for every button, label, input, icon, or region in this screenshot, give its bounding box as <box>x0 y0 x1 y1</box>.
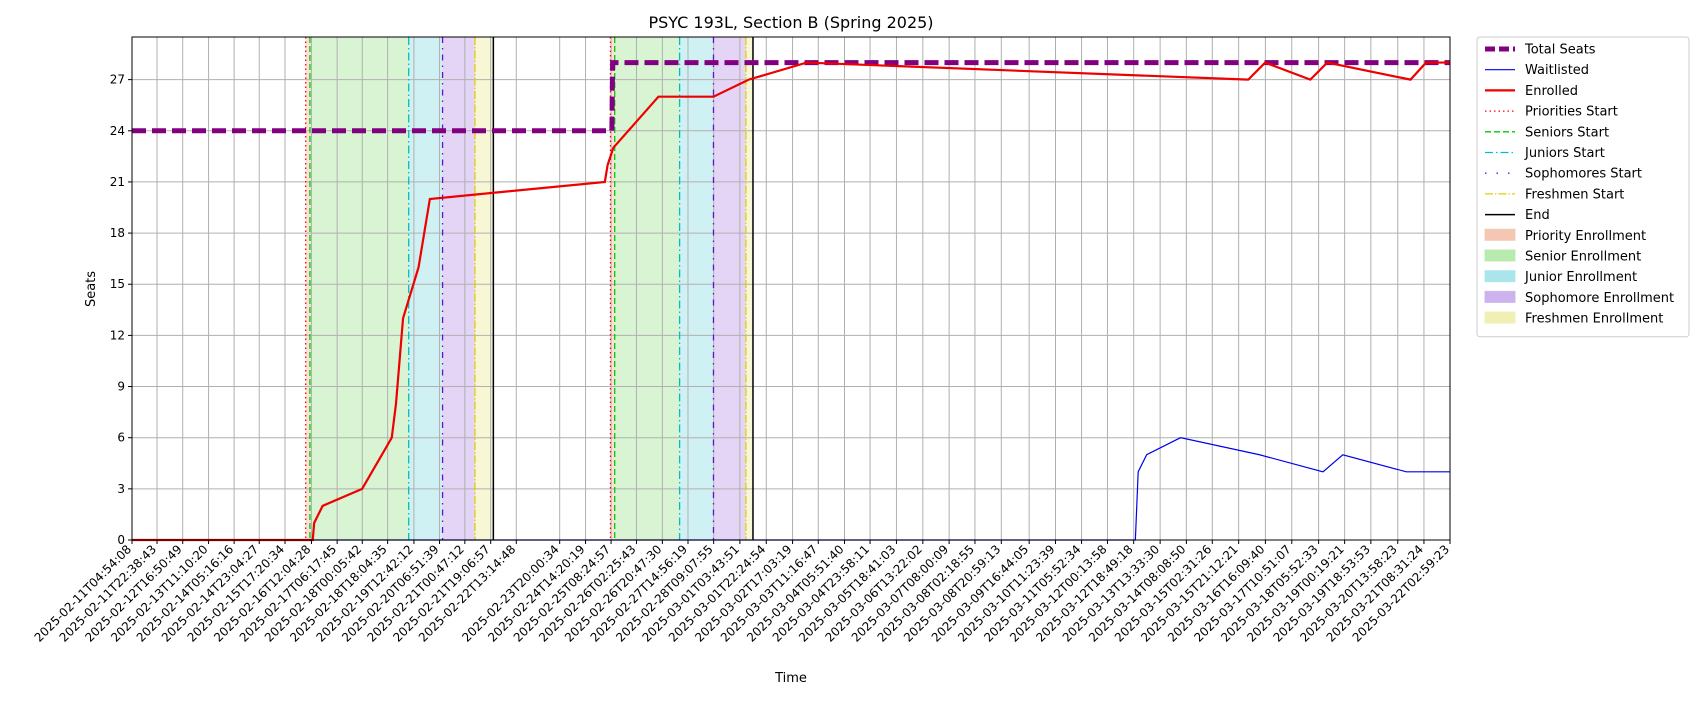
legend-label: Freshmen Start <box>1525 187 1624 202</box>
phase-markers <box>305 37 754 540</box>
phase-band <box>614 37 680 540</box>
phase-bands <box>305 37 753 540</box>
legend-box <box>1476 36 1690 338</box>
legend-label: Waitlisted <box>1525 63 1589 78</box>
phase-band <box>713 37 746 540</box>
y-tick-label: 27 <box>110 73 125 87</box>
y-tick-label: 6 <box>117 431 125 445</box>
x-axis-label: Time <box>774 671 807 686</box>
legend-label: Senior Enrollment <box>1525 250 1641 265</box>
legend-label: Priority Enrollment <box>1525 229 1646 244</box>
phase-band <box>442 37 476 540</box>
x-axis-ticks: 2025-02-11T04:54:082025-02-11T22:38:4320… <box>32 540 1452 645</box>
phase-band <box>305 37 310 540</box>
legend-swatch <box>1484 290 1516 303</box>
chart-title: PSYC 193L, Section B (Spring 2025) <box>648 13 933 32</box>
legend-swatch <box>1484 311 1516 324</box>
series-total-seats <box>132 60 1450 134</box>
series-lines <box>132 60 1450 542</box>
y-tick-label: 21 <box>110 175 125 189</box>
y-axis-label: Seats <box>84 271 99 307</box>
legend-label: Enrolled <box>1525 84 1578 99</box>
legend-swatch <box>1484 249 1516 262</box>
y-tick-label: 3 <box>117 482 125 496</box>
y-tick-label: 24 <box>110 124 125 138</box>
y-tick-label: 18 <box>110 226 125 240</box>
y-tick-label: 9 <box>117 380 125 394</box>
series-waitlisted <box>132 437 1450 541</box>
phase-band <box>745 37 753 540</box>
phase-band <box>679 37 714 540</box>
phase-band <box>475 37 494 540</box>
plot-frame <box>131 36 1451 541</box>
legend-label: Junior Enrollment <box>1524 270 1637 285</box>
legend-label: Freshmen Enrollment <box>1525 312 1663 327</box>
y-tick-label: 12 <box>110 328 125 342</box>
legend-label: Total Seats <box>1524 43 1596 58</box>
series-enrolled <box>132 61 1450 542</box>
legend-label: Priorities Start <box>1525 105 1618 120</box>
legend-swatch <box>1484 270 1516 283</box>
phase-band <box>309 37 409 540</box>
legend-label: Seniors Start <box>1525 125 1609 140</box>
legend-label: End <box>1525 208 1550 223</box>
legend-label: Juniors Start <box>1524 146 1605 161</box>
y-tick-label: 15 <box>110 277 125 291</box>
y-tick-label: 0 <box>117 533 125 547</box>
legend-label: Sophomore Enrollment <box>1525 291 1674 306</box>
legend-label: Sophomores Start <box>1525 167 1642 182</box>
legend: Total Seats Waitlisted Enrolled Priorities … <box>1476 36 1690 338</box>
phase-band <box>610 37 615 540</box>
y-axis-ticks: 0 3 6 9 12 15 18 21 24 27 <box>110 73 132 547</box>
legend-swatch <box>1484 228 1516 241</box>
